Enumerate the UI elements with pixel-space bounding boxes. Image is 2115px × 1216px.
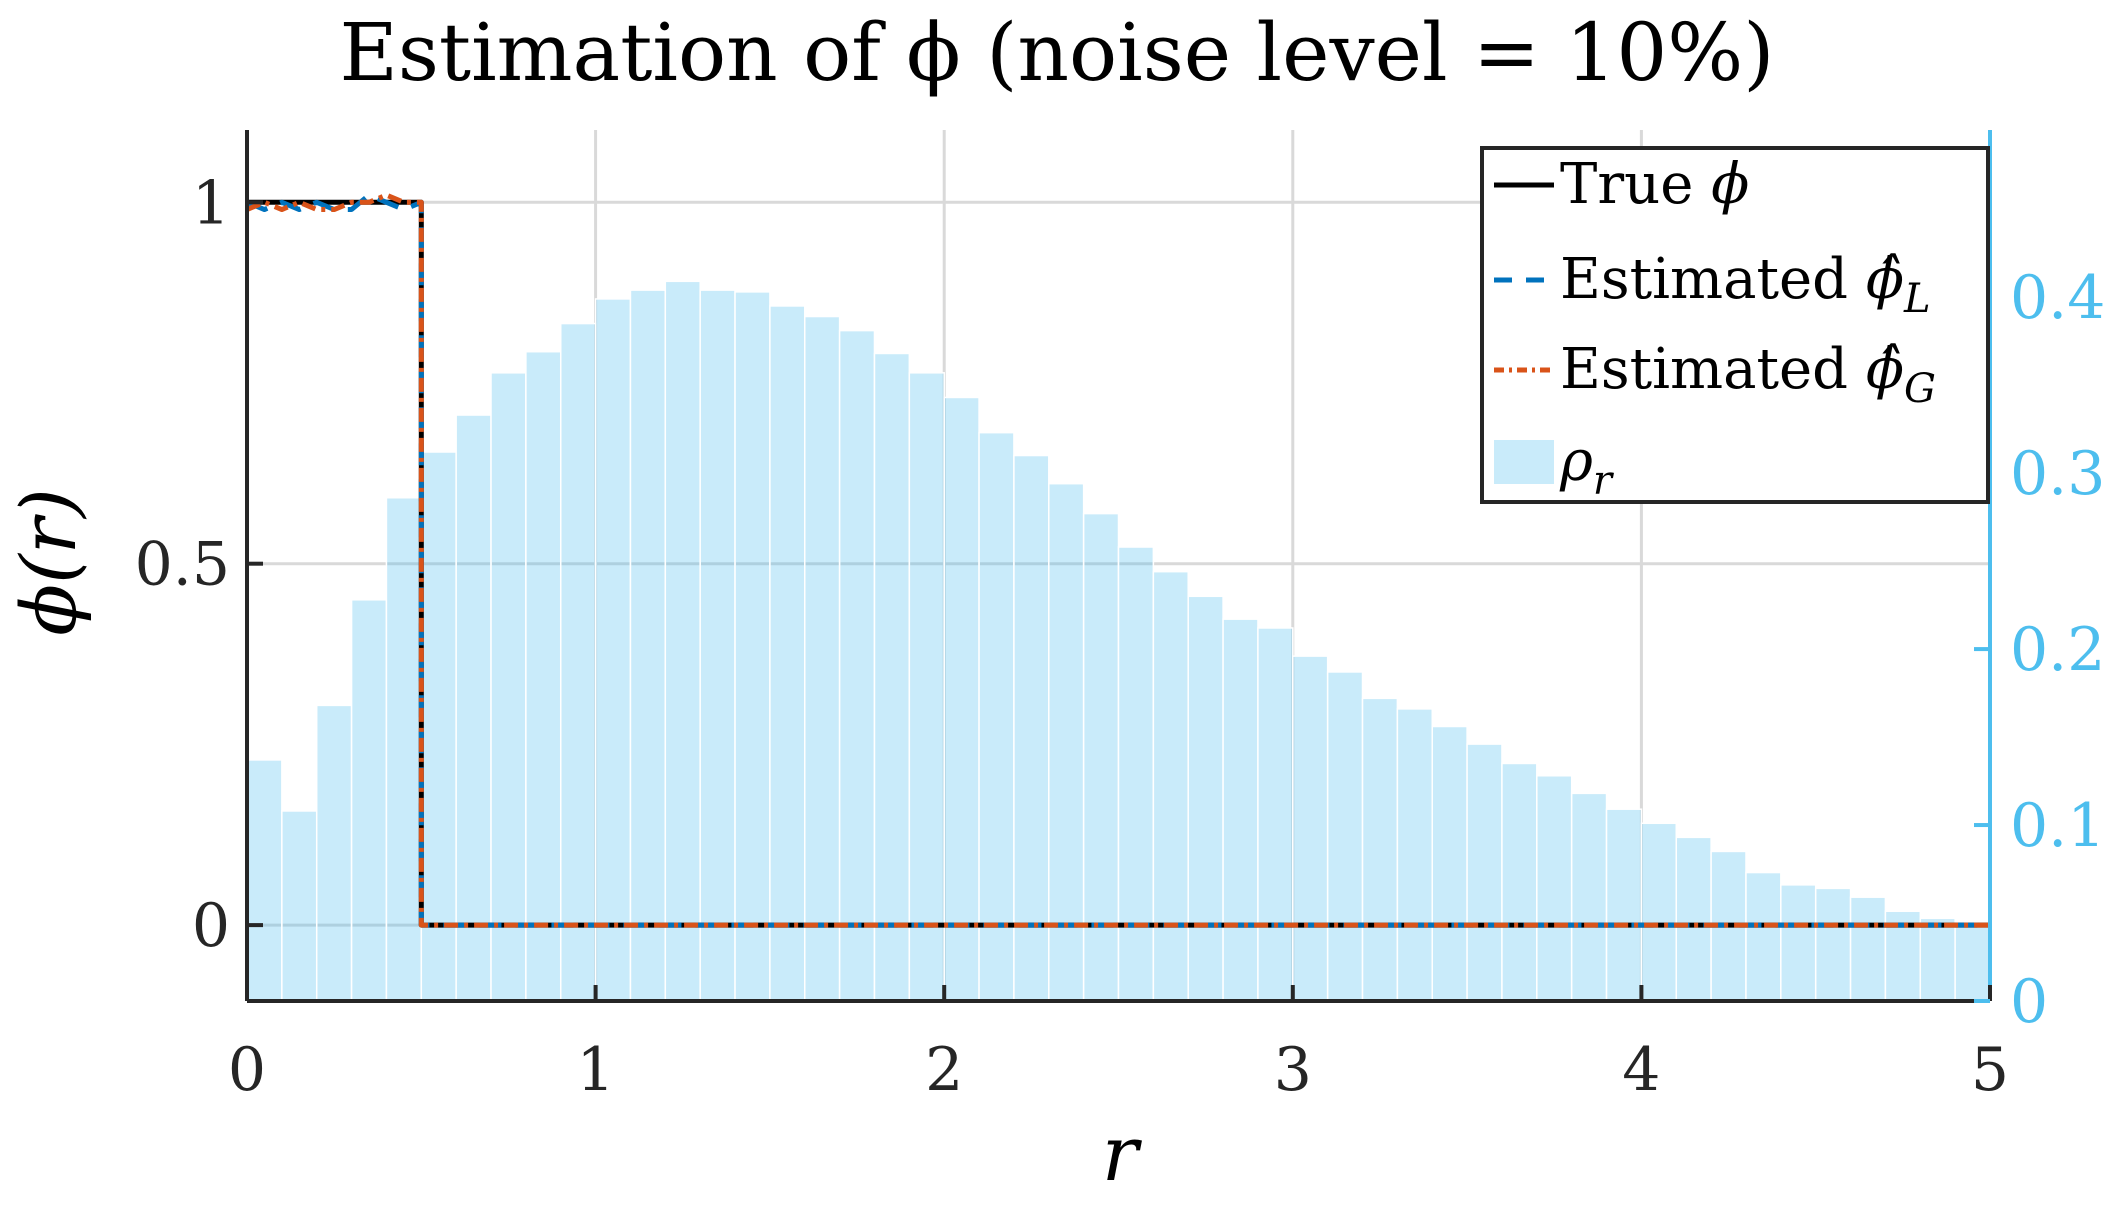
histogram-bar — [559, 322, 597, 1002]
histogram-bar — [525, 350, 562, 1002]
legend-item-2: Estimated ϕ̂L — [1494, 247, 1931, 322]
histogram-bar — [1152, 570, 1189, 1002]
x-axis-label: r — [1102, 1109, 1143, 1198]
histogram-bar — [1361, 697, 1399, 1002]
x-tick-label: 3 — [1274, 1035, 1312, 1105]
y-tick-label-right: 0.3 — [2010, 439, 2105, 509]
x-tick-label: 1 — [577, 1035, 615, 1105]
histogram-bar — [1187, 595, 1224, 1002]
legend-swatch — [1494, 440, 1554, 484]
histogram-bar — [1292, 655, 1329, 1002]
histogram-bar — [1013, 454, 1050, 1002]
histogram-bar — [1675, 836, 1712, 1002]
x-tick-label: 5 — [1971, 1035, 2009, 1105]
histogram-bar — [1431, 725, 1468, 1002]
y-tick-label-right: 0.1 — [2010, 791, 2105, 861]
histogram-bar — [315, 704, 353, 1002]
histogram-bar — [1814, 887, 1852, 1002]
histogram-bar — [978, 431, 1015, 1002]
histogram-bar — [1745, 871, 1782, 1002]
legend: True ϕ Estimated ϕ̂L Estimated ϕ̂G ρr — [1480, 146, 1990, 504]
histogram-bar — [699, 289, 736, 1002]
histogram-bar — [1257, 627, 1294, 1002]
histogram-bar — [1570, 792, 1608, 1002]
legend-label: ρr — [1559, 429, 1615, 504]
histogram-bars — [246, 280, 1991, 1002]
histogram-bar — [594, 298, 632, 1002]
x-tick-label: 0 — [228, 1035, 266, 1105]
series-lines — [246, 192, 1990, 928]
histogram-bar — [769, 305, 806, 1002]
histogram-bar — [385, 497, 423, 1002]
histogram-bar — [1954, 926, 1991, 1002]
histogram-bar — [1919, 917, 1956, 1002]
legend-item-1: True ϕ — [1494, 152, 1749, 217]
histogram-bar — [1117, 546, 1155, 1002]
histogram-bar — [1501, 762, 1538, 1002]
legend-label: Estimated ϕ̂G — [1560, 337, 1936, 412]
histogram-bar — [1605, 808, 1643, 1002]
histogram-bar — [1640, 822, 1678, 1002]
histogram-bar — [455, 414, 492, 1002]
histogram-bar — [1326, 671, 1364, 1002]
chart-title: Estimation of ϕ (noise level = 10%) — [339, 6, 1774, 99]
histogram-bar — [664, 280, 701, 1002]
histogram-bar — [281, 810, 318, 1002]
y-tick-label-right: 0 — [2010, 967, 2048, 1037]
legend-box — [1480, 146, 1990, 504]
histogram-bar — [734, 291, 771, 1002]
x-tick-label: 4 — [1622, 1035, 1660, 1105]
histogram-bar — [420, 451, 457, 1002]
y-tick-label-left: 1 — [192, 168, 230, 238]
histogram-bar — [1222, 618, 1259, 1002]
histogram-bar — [873, 352, 911, 1002]
histogram-bar — [246, 759, 283, 1002]
histogram-bar — [629, 289, 667, 1002]
histogram-bar — [1396, 708, 1433, 1002]
histogram-bar — [1082, 512, 1120, 1002]
y-tick-label-right: 0.2 — [2010, 615, 2105, 685]
legend-item-4: ρr — [1494, 429, 1615, 504]
y-tick-label-left: 0 — [192, 891, 230, 961]
histogram-bar — [804, 315, 841, 1002]
histogram-bar — [1780, 884, 1817, 1002]
y-tick-label-left: 0.5 — [135, 530, 230, 600]
histogram-bar — [943, 396, 980, 1002]
histogram-bar — [350, 599, 388, 1002]
histogram-bar — [1536, 775, 1573, 1002]
histogram-bar — [1849, 896, 1887, 1002]
series-line-3 — [246, 192, 1990, 928]
y-axis-label: ϕ(r) — [4, 488, 93, 635]
legend-item-3: Estimated ϕ̂G — [1494, 337, 1936, 412]
y-tick-label-right: 0.4 — [2010, 263, 2105, 333]
histogram-bar — [1466, 743, 1503, 1002]
histogram-bar — [908, 372, 945, 1002]
legend-label: Estimated ϕ̂L — [1560, 247, 1931, 322]
histogram-bar — [490, 372, 527, 1002]
x-tick-label: 2 — [925, 1035, 963, 1105]
histogram-bar — [838, 329, 876, 1002]
legend-label: True ϕ — [1560, 152, 1749, 217]
